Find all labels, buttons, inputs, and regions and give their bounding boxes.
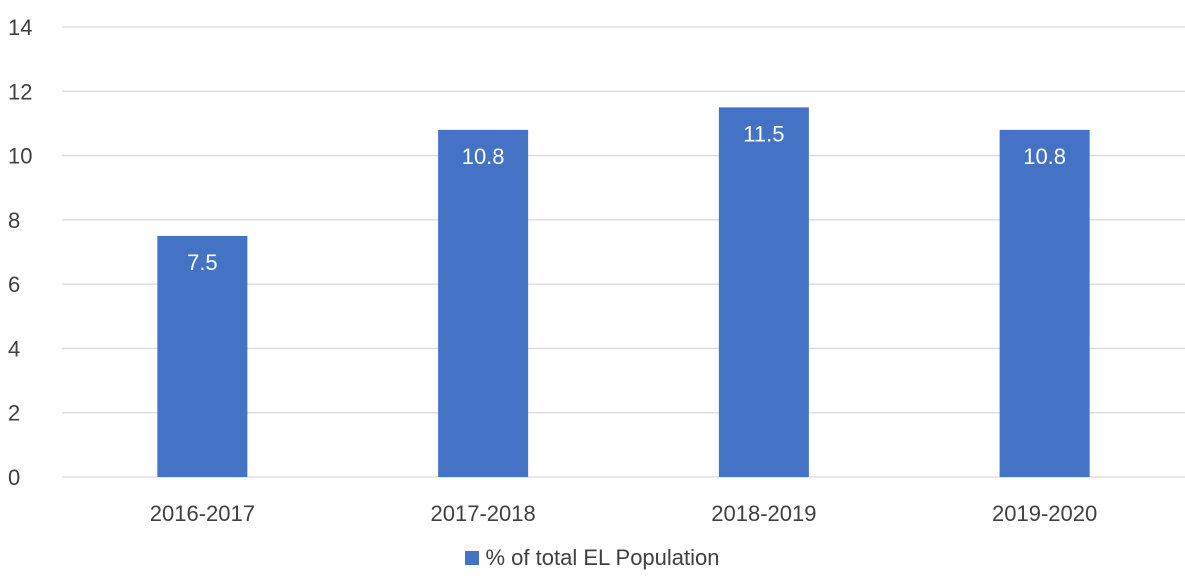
bar [718, 107, 809, 477]
data-label: 10.8 [1023, 144, 1066, 169]
y-tick-label: 2 [8, 401, 20, 426]
x-tick-label: 2018-2019 [711, 501, 816, 526]
y-tick-label: 8 [8, 208, 20, 233]
bar [999, 129, 1090, 477]
data-label: 10.8 [462, 144, 505, 169]
y-tick-label: 12 [8, 79, 32, 104]
data-label: 11.5 [743, 121, 784, 146]
data-label: 7.5 [187, 250, 218, 275]
legend-label: % of total EL Population [485, 545, 720, 570]
x-tick-label: 2016-2017 [150, 501, 255, 526]
y-tick-label: 6 [8, 272, 20, 297]
legend: % of total EL Population [0, 545, 1185, 571]
x-tick-label: 2019-2020 [992, 501, 1097, 526]
y-tick-label: 10 [8, 144, 32, 169]
bar [438, 129, 529, 477]
y-tick-label: 0 [8, 465, 20, 490]
bar [157, 235, 248, 477]
bar-chart-svg: 0 2 4 6 8 10 12 14 7.5 2016-2017 10.8 2017-2018 11.5… [8, 15, 1185, 526]
legend-swatch-icon [465, 551, 480, 565]
y-tick-label: 4 [8, 336, 20, 361]
y-tick-label: 14 [8, 15, 32, 40]
x-tick-label: 2017-2018 [431, 501, 536, 526]
